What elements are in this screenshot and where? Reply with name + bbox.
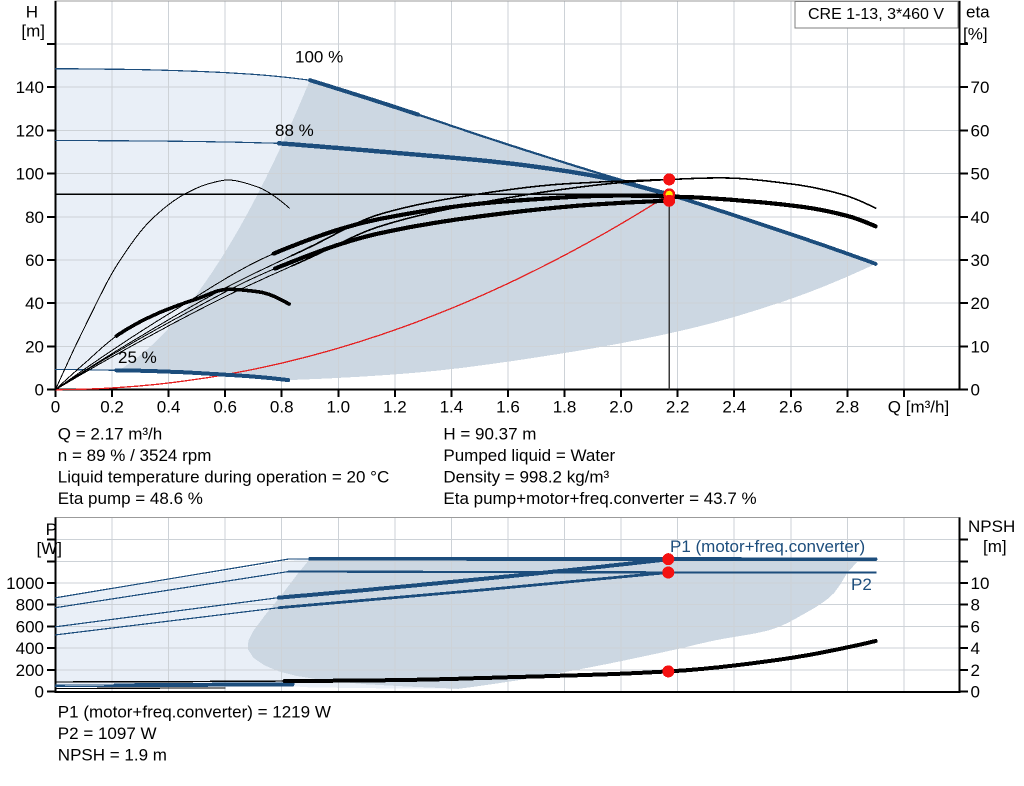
svg-text:600: 600 [16, 617, 44, 636]
svg-text:1.0: 1.0 [326, 398, 350, 417]
svg-text:0: 0 [971, 683, 980, 702]
svg-text:Density = 998.2 kg/m³: Density = 998.2 kg/m³ [443, 468, 609, 487]
svg-text:140: 140 [16, 78, 44, 97]
svg-text:70: 70 [971, 78, 990, 97]
svg-text:30: 30 [971, 251, 990, 270]
svg-text:0: 0 [971, 381, 980, 400]
svg-text:8: 8 [971, 596, 980, 615]
svg-text:2.6: 2.6 [779, 398, 803, 417]
svg-text:0.8: 0.8 [270, 398, 294, 417]
svg-text:20: 20 [971, 294, 990, 313]
svg-text:0.2: 0.2 [100, 398, 124, 417]
svg-text:40: 40 [25, 294, 44, 313]
svg-text:2: 2 [971, 661, 980, 680]
svg-text:eta: eta [966, 3, 990, 22]
svg-text:P1 (motor+freq.converter) = 12: P1 (motor+freq.converter) = 1219 W [58, 703, 331, 722]
svg-text:P2 = 1097 W: P2 = 1097 W [58, 724, 157, 743]
svg-text:1.2: 1.2 [383, 398, 407, 417]
svg-text:10: 10 [971, 574, 990, 593]
svg-text:Q = 2.17 m³/h: Q = 2.17 m³/h [58, 425, 162, 444]
svg-text:Pumped liquid = Water: Pumped liquid = Water [443, 446, 615, 465]
svg-text:CRE 1-13, 3*460 V: CRE 1-13, 3*460 V [808, 6, 944, 23]
svg-text:80: 80 [25, 208, 44, 227]
svg-text:P1 (motor+freq.converter): P1 (motor+freq.converter) [670, 537, 865, 556]
svg-text:2.8: 2.8 [836, 398, 860, 417]
svg-text:40: 40 [971, 208, 990, 227]
svg-text:50: 50 [971, 165, 990, 184]
svg-text:2.2: 2.2 [666, 398, 690, 417]
svg-text:1.8: 1.8 [553, 398, 577, 417]
svg-text:NPSH: NPSH [968, 517, 1015, 536]
svg-text:1.6: 1.6 [496, 398, 520, 417]
svg-text:25 %: 25 % [118, 348, 157, 367]
svg-text:[%]: [%] [963, 25, 988, 44]
svg-text:[W]: [W] [37, 539, 63, 558]
svg-text:100: 100 [16, 165, 44, 184]
svg-text:4: 4 [971, 639, 980, 658]
svg-text:100 %: 100 % [295, 48, 343, 67]
svg-text:P: P [46, 520, 57, 539]
svg-text:H: H [26, 3, 38, 22]
svg-text:H = 90.37 m: H = 90.37 m [443, 425, 536, 444]
svg-text:0.6: 0.6 [213, 398, 237, 417]
svg-text:6: 6 [971, 617, 980, 636]
svg-text:120: 120 [16, 121, 44, 140]
svg-text:0.4: 0.4 [157, 398, 181, 417]
svg-text:P2: P2 [851, 575, 872, 594]
svg-text:10: 10 [971, 337, 990, 356]
svg-text:Liquid temperature during oper: Liquid temperature during operation = 20… [58, 468, 389, 487]
svg-text:88 %: 88 % [275, 121, 314, 140]
svg-text:60: 60 [971, 121, 990, 140]
svg-text:1000: 1000 [6, 574, 44, 593]
svg-text:800: 800 [16, 596, 44, 615]
svg-text:1.4: 1.4 [440, 398, 464, 417]
svg-text:[m]: [m] [983, 537, 1007, 556]
svg-text:Eta pump+motor+freq.converter: Eta pump+motor+freq.converter = 43.7 % [443, 489, 756, 508]
svg-text:[m]: [m] [21, 22, 45, 41]
svg-text:2.0: 2.0 [609, 398, 633, 417]
svg-text:0: 0 [35, 381, 44, 400]
svg-text:Q [m³/h]: Q [m³/h] [888, 398, 949, 417]
svg-text:2.4: 2.4 [722, 398, 746, 417]
svg-text:n = 89 % / 3524 rpm: n = 89 % / 3524 rpm [58, 446, 212, 465]
svg-text:NPSH = 1.9 m: NPSH = 1.9 m [58, 746, 167, 765]
svg-text:0: 0 [51, 398, 60, 417]
svg-text:0: 0 [35, 683, 44, 702]
svg-text:Eta pump = 48.6 %: Eta pump = 48.6 % [58, 489, 203, 508]
svg-text:60: 60 [25, 251, 44, 270]
svg-text:200: 200 [16, 661, 44, 680]
svg-text:20: 20 [25, 337, 44, 356]
svg-text:400: 400 [16, 639, 44, 658]
